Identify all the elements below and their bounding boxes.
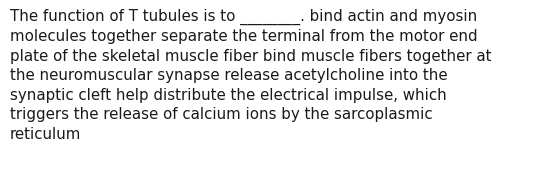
Text: The function of T tubules is to ________. bind actin and myosin
molecules togeth: The function of T tubules is to ________… <box>10 8 492 142</box>
